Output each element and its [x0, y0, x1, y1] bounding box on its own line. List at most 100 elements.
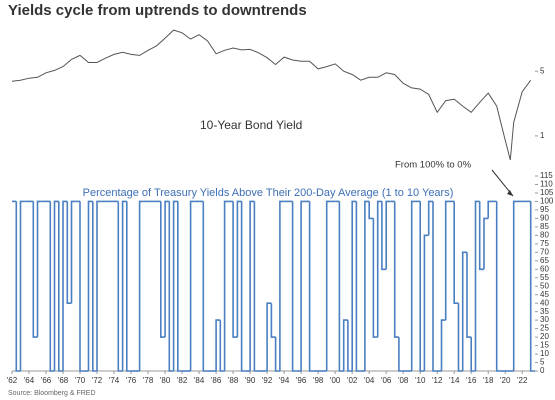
arrow-annotation: From 100% to 0% — [395, 160, 472, 171]
step-segment — [419, 201, 425, 372]
x-tick-label: '08 — [398, 376, 409, 385]
step-segment — [177, 201, 183, 372]
x-tick-label: '90 — [245, 376, 256, 385]
y-tick-label: 0 — [540, 366, 545, 375]
x-tick-label: '00 — [330, 376, 341, 385]
step-segment — [453, 201, 459, 304]
x-tick-label: '10 — [415, 376, 426, 385]
step-segment — [393, 201, 399, 338]
step-segment — [432, 201, 438, 372]
x-tick-label: '84 — [194, 376, 205, 385]
x-tick-label: '66 — [41, 376, 52, 385]
x-tick-label: '82 — [177, 376, 188, 385]
step-segment — [270, 303, 276, 338]
step-segment — [36, 200, 42, 338]
step-segment — [96, 200, 102, 371]
x-tick-label: '80 — [160, 376, 171, 385]
y-tick-label: 60 — [540, 264, 549, 273]
y-tick-label: 75 — [540, 239, 549, 248]
step-segment — [87, 200, 93, 371]
step-segment — [457, 303, 463, 372]
arrow-head — [507, 190, 513, 196]
step-segment — [62, 200, 68, 371]
x-tick-label: '14 — [449, 376, 460, 385]
step-segment — [92, 201, 97, 372]
step-segment — [79, 201, 85, 372]
y-tick-label: 35 — [540, 307, 549, 316]
y-tick-label: 1 — [540, 131, 545, 140]
step-segment — [478, 201, 484, 271]
step-segment — [466, 252, 472, 338]
step-segment — [117, 201, 123, 372]
line-annotation: 10-Year Bond Yield — [200, 118, 302, 132]
step-segment — [249, 200, 255, 371]
step-segment — [300, 200, 306, 371]
step-segment — [223, 200, 229, 371]
step-segment — [202, 201, 208, 372]
x-tick-label: '06 — [381, 376, 392, 385]
step-segment — [325, 200, 331, 371]
step-segment — [58, 201, 63, 372]
x-tick-label: '88 — [228, 376, 239, 385]
y-tick-label: 25 — [540, 324, 549, 333]
x-tick-label: '70 — [75, 376, 86, 385]
y-tick-label: 85 — [540, 222, 549, 231]
step-segment — [427, 200, 433, 236]
x-tick-label: '20 — [500, 376, 511, 385]
y-tick-label: 5 — [540, 66, 545, 75]
y-tick-label: 20 — [540, 332, 549, 341]
step-segment — [266, 302, 272, 371]
step-segment — [168, 201, 174, 372]
step-segment — [236, 200, 242, 338]
x-tick-label: '12 — [432, 376, 443, 385]
step-segment — [423, 234, 429, 371]
y-tick-label: 80 — [540, 230, 549, 239]
y-tick-label: 100 — [540, 197, 554, 206]
x-tick-label: '72 — [92, 376, 103, 385]
x-tick-label: '64 — [24, 376, 35, 385]
yield-line — [11, 29, 532, 161]
step-segment — [291, 201, 297, 372]
step-segment — [274, 337, 280, 372]
x-tick-label: '94 — [279, 376, 290, 385]
y-tick-label: 55 — [540, 273, 549, 282]
step-segment — [49, 201, 55, 372]
y-tick-label: 5 — [540, 358, 545, 367]
step-segment — [470, 337, 476, 372]
step-segment — [512, 200, 518, 371]
y-tick-label: 65 — [540, 256, 549, 265]
step-segment — [70, 200, 76, 304]
step-segment — [15, 201, 21, 372]
step-segment — [338, 201, 344, 372]
step-segment — [232, 201, 238, 338]
x-tick-label: '96 — [296, 376, 307, 385]
x-tick-label: '04 — [364, 376, 375, 385]
step-segment — [19, 200, 25, 371]
x-tick-label: '78 — [143, 376, 154, 385]
step-segment — [398, 337, 404, 372]
y-tick-label: 40 — [540, 298, 549, 307]
step-segment — [32, 201, 38, 338]
y-tick-label: 95 — [540, 205, 549, 214]
step-segment — [66, 201, 72, 304]
y-tick-label: 50 — [540, 281, 549, 290]
step-segment — [410, 200, 416, 371]
step-segment — [444, 200, 450, 321]
x-tick-label: '02 — [347, 376, 358, 385]
step-segment — [172, 200, 178, 371]
step-segment — [215, 319, 221, 371]
y-tick-label: 105 — [540, 188, 554, 197]
step-segment — [126, 201, 132, 372]
step-segment — [381, 201, 387, 271]
x-tick-label: '92 — [262, 376, 273, 385]
x-tick-label: '68 — [58, 376, 69, 385]
step-segment — [121, 200, 127, 371]
x-tick-label: '18 — [483, 376, 494, 385]
y-tick-label: 45 — [540, 290, 549, 299]
step-segment — [160, 201, 166, 338]
step-segment — [495, 201, 501, 372]
y-tick-label: 15 — [540, 341, 549, 350]
x-tick-label: '86 — [211, 376, 222, 385]
x-tick-label: '22 — [517, 376, 528, 385]
